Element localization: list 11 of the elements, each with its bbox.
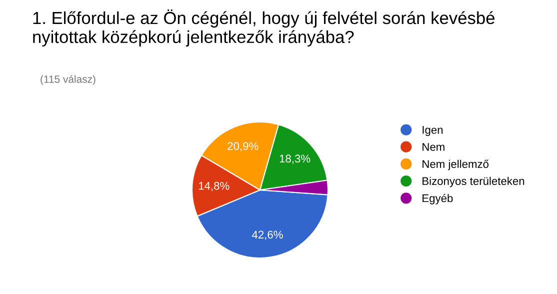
text: (115 válasz) <box>40 75 96 85</box>
data-label: 18,3% <box>280 154 310 164</box>
legend-label: Bizonyos területeken <box>422 176 524 188</box>
legend-label: Egyéb <box>422 194 453 204</box>
legend-label: Igen <box>422 126 443 136</box>
legend-label: Nem <box>422 143 444 151</box>
legend-label: Nem jellemző <box>422 160 489 170</box>
chart-title: 1. Előfordul-e az Ön cégénél, hogy új felvétel során kevésbé nyitottak középkorú jelentkezők irányába? <box>33 9 494 47</box>
data-label: 14,8% <box>198 182 230 192</box>
data-label: 20,9% <box>228 142 258 152</box>
data-label: 42,6% <box>252 230 283 240</box>
